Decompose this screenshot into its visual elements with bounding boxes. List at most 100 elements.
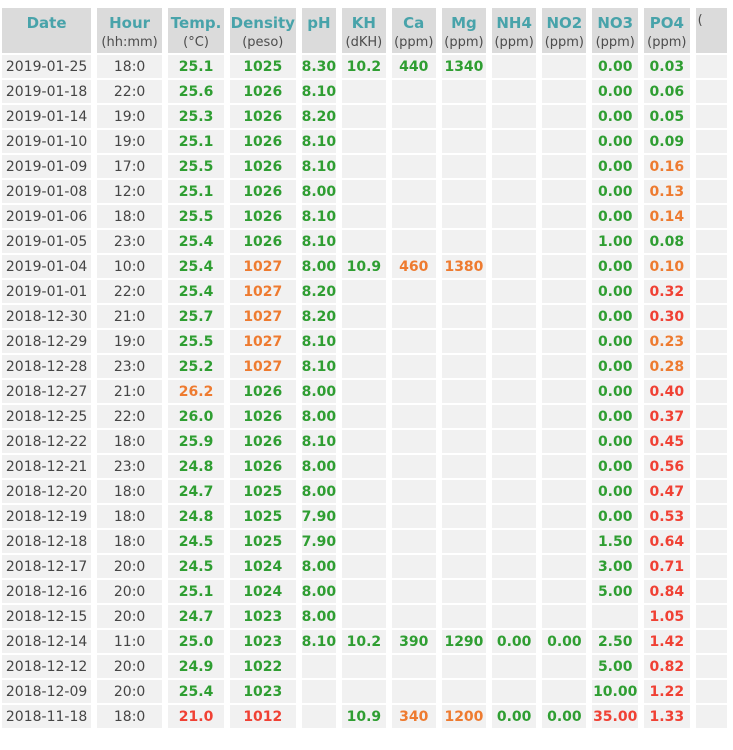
table-row: 2019-01-09 17:0 25.5 1026 8.10 0.00 0.16 [2,155,727,178]
cell-ph: 8.00 [301,405,337,428]
cell-kh [342,330,386,353]
cell-extra [695,505,727,528]
cell-date: 2018-12-12 [2,655,92,678]
cell-temp: 25.4 [168,230,225,253]
cell-kh [342,80,386,103]
cell-kh [342,480,386,503]
cell-mg [441,205,487,228]
cell-extra [695,430,727,453]
cell-date: 2018-12-28 [2,355,92,378]
cell-temp: 24.7 [168,605,225,628]
cell-no3: 1.50 [592,530,638,553]
cell-ca [391,330,436,353]
cell-nh4 [492,655,537,678]
cell-temp: 21.0 [168,705,225,728]
column-header-no2: NO2 (ppm) [542,8,587,53]
cell-ca [391,230,436,253]
cell-no2: 0.00 [542,630,587,653]
cell-date: 2019-01-08 [2,180,92,203]
cell-temp: 24.9 [168,655,225,678]
cell-no2 [542,180,587,203]
cell-date: 2019-01-10 [2,130,92,153]
cell-no3: 2.50 [592,630,638,653]
cell-mg [441,155,487,178]
cell-ca [391,305,436,328]
cell-po4: 0.40 [643,380,690,403]
cell-nh4 [492,80,537,103]
cell-kh [342,655,386,678]
cell-ph: 8.00 [301,605,337,628]
cell-no2 [542,655,587,678]
cell-no3: 5.00 [592,655,638,678]
cell-hour: 23:0 [97,455,163,478]
cell-mg: 1290 [441,630,487,653]
cell-temp: 24.5 [168,555,225,578]
cell-date: 2018-12-22 [2,430,92,453]
cell-date: 2019-01-18 [2,80,92,103]
cell-no2 [542,305,587,328]
cell-density: 1012 [230,705,296,728]
cell-mg [441,530,487,553]
cell-temp: 25.6 [168,80,225,103]
cell-kh [342,155,386,178]
cell-kh [342,405,386,428]
cell-extra [695,105,727,128]
cell-ca [391,130,436,153]
cell-hour: 21:0 [97,380,163,403]
cell-po4: 1.42 [643,630,690,653]
cell-no3: 0.00 [592,355,638,378]
cell-no3: 0.00 [592,180,638,203]
cell-ph: 7.90 [301,530,337,553]
table-row: 2019-01-08 12:0 25.1 1026 8.00 0.00 0.13 [2,180,727,203]
column-header-date: Date [2,8,92,53]
cell-kh [342,130,386,153]
cell-mg [441,355,487,378]
table-row: 2018-12-12 20:0 24.9 1022 5.00 0.82 [2,655,727,678]
table-row: 2018-12-19 18:0 24.8 1025 7.90 0.00 0.53 [2,505,727,528]
cell-ca [391,655,436,678]
cell-temp: 24.7 [168,480,225,503]
cell-extra [695,80,727,103]
cell-density: 1023 [230,630,296,653]
cell-nh4 [492,255,537,278]
cell-temp: 26.2 [168,380,225,403]
cell-po4: 0.28 [643,355,690,378]
cell-kh [342,580,386,603]
cell-ph: 8.20 [301,280,337,303]
table-row: 2018-12-30 21:0 25.7 1027 8.20 0.00 0.30 [2,305,727,328]
cell-kh [342,605,386,628]
cell-no3: 0.00 [592,430,638,453]
cell-ph: 8.10 [301,330,337,353]
cell-po4: 0.82 [643,655,690,678]
cell-nh4 [492,455,537,478]
cell-po4: 0.05 [643,105,690,128]
measurements-table: Date Hour (hh:mm) Temp. (°C) Density (peso) pH K… [0,6,733,730]
cell-no3: 0.00 [592,305,638,328]
cell-ca [391,280,436,303]
cell-extra [695,705,727,728]
cell-temp: 25.2 [168,355,225,378]
cell-hour: 11:0 [97,630,163,653]
cell-ph: 8.30 [301,55,337,78]
cell-ph [301,680,337,703]
cell-mg [441,605,487,628]
cell-temp: 25.4 [168,255,225,278]
cell-date: 2019-01-14 [2,105,92,128]
cell-po4: 0.08 [643,230,690,253]
cell-kh [342,380,386,403]
cell-density: 1022 [230,655,296,678]
cell-date: 2018-12-09 [2,680,92,703]
cell-date: 2018-12-20 [2,480,92,503]
cell-extra [695,155,727,178]
cell-extra [695,380,727,403]
column-header-nh4: NH4 (ppm) [492,8,537,53]
cell-ca [391,205,436,228]
cell-nh4 [492,380,537,403]
cell-ca [391,355,436,378]
cell-hour: 18:0 [97,530,163,553]
cell-extra [695,530,727,553]
cell-nh4 [492,405,537,428]
cell-kh [342,505,386,528]
cell-ph: 8.10 [301,430,337,453]
cell-no3: 0.00 [592,505,638,528]
